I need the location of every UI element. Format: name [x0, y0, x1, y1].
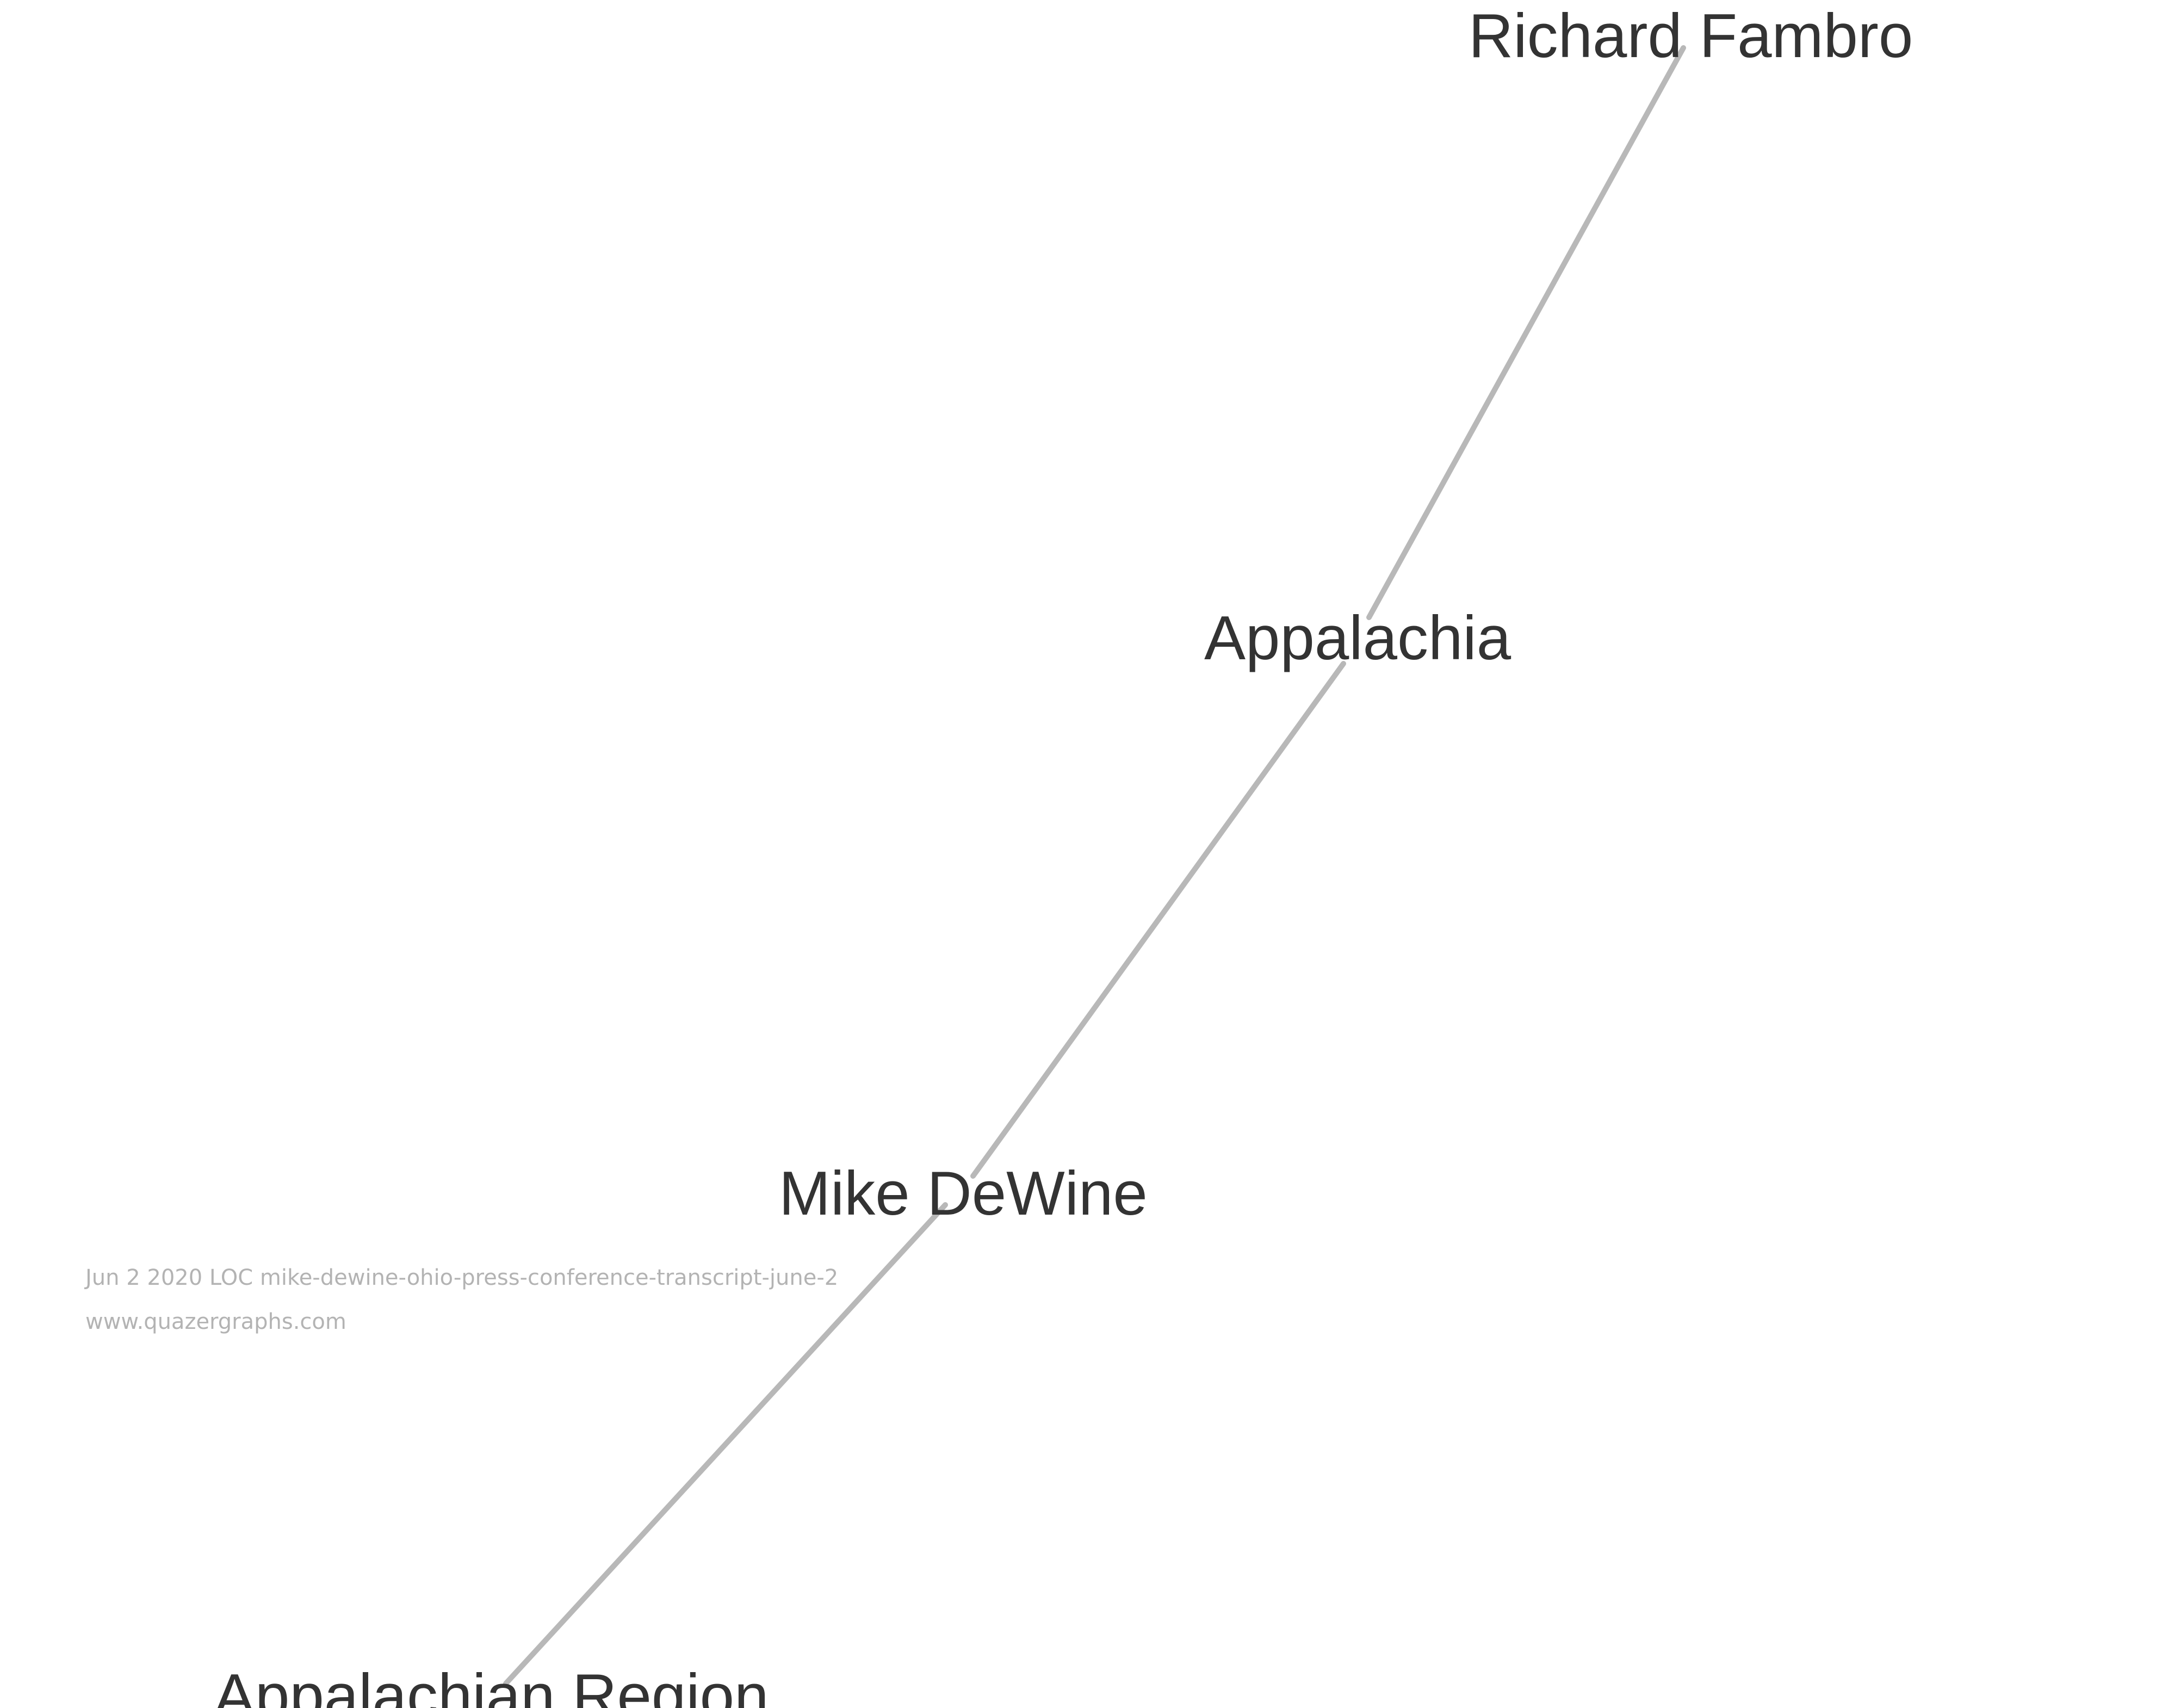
caption-website: www.quazergraphs.com	[85, 1309, 346, 1334]
caption-block: Jun 2 2020 LOC mike-dewine-ohio-press-co…	[84, 1265, 838, 1334]
edge-appalachia-mike-dewine	[970, 661, 1346, 1179]
edges-layer	[503, 45, 1686, 1686]
caption-source-line: Jun 2 2020 LOC mike-dewine-ohio-press-co…	[84, 1265, 838, 1290]
node-label-appalachian-region: Appalachian Region	[214, 1662, 769, 1708]
node-label-appalachia: Appalachia	[1204, 604, 1511, 673]
edge-mike-dewine-appalachian-region	[503, 1202, 948, 1686]
node-label-richard-fambro: Richard Fambro	[1469, 2, 1913, 71]
node-label-mike-dewine: Mike DeWine	[779, 1159, 1148, 1228]
node-labels-layer: Richard Fambro Appalachia Mike DeWine Ap…	[214, 2, 1913, 1708]
edge-richard-fambro-appalachia	[1366, 45, 1686, 620]
